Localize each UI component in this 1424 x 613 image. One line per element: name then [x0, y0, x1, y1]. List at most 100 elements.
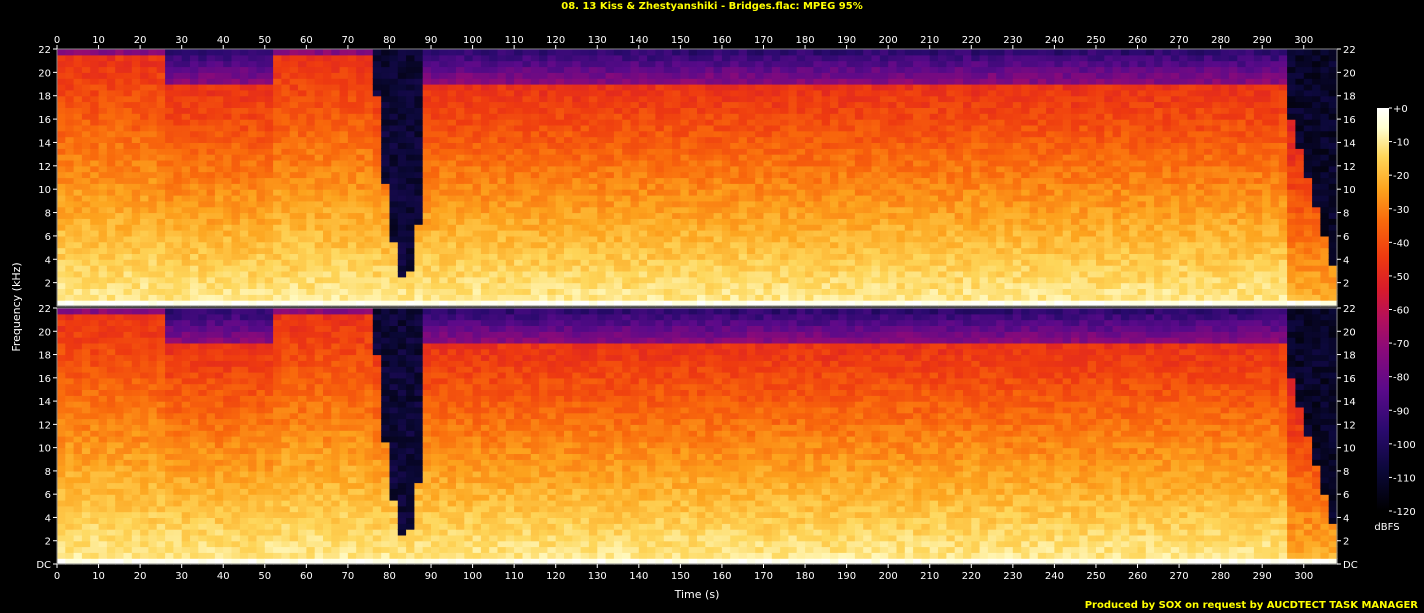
spectrogram-cell: [979, 119, 989, 126]
spectrogram-cell: [580, 165, 590, 173]
spectrogram-cell: [655, 101, 665, 108]
spectrogram-cell: [946, 72, 956, 79]
spectrogram-cell: [871, 276, 881, 284]
spectrogram-cell: [123, 119, 133, 126]
spectrogram-cell: [273, 165, 282, 173]
spectrogram-cell: [954, 177, 964, 184]
spectrogram-cell: [946, 200, 956, 208]
spectrogram-cell: [638, 154, 648, 161]
spectrogram-cell: [106, 224, 116, 231]
spectrogram-cell: [672, 224, 681, 231]
spectrogram-cell: [173, 195, 183, 202]
spectrogram-cell: [422, 60, 432, 68]
spectrogram-cell: [248, 241, 258, 249]
spectrogram-cell: [57, 195, 66, 202]
spectrogram-cell: [721, 189, 731, 196]
spectrogram-cell: [896, 276, 906, 284]
spectrogram-cell: [173, 148, 183, 155]
spectrogram-cell: [190, 300, 199, 307]
spectrogram-cell: [630, 235, 640, 243]
spectrogram-cell: [156, 119, 166, 126]
spectrogram-cell: [73, 282, 83, 289]
spectrogram-cell: [647, 142, 656, 149]
spectrogram-cell: [697, 200, 706, 208]
spectrogram-cell: [81, 294, 91, 301]
spectrogram-cell: [489, 253, 499, 260]
spectrogram-cell: [730, 177, 740, 184]
spectrogram-cell: [73, 183, 83, 190]
spectrogram-cell: [57, 89, 66, 97]
spectrogram-cell: [306, 218, 316, 225]
spectrogram-cell: [846, 72, 856, 79]
spectrogram-cell: [805, 253, 814, 260]
spectrogram-cell: [830, 89, 839, 97]
spectrogram-cell: [946, 288, 956, 295]
spectrogram-cell: [738, 84, 748, 91]
spectrogram-cell: [721, 259, 731, 266]
spectrogram-cell: [879, 119, 889, 126]
spectrogram-cell: [572, 130, 582, 138]
spectrogram-cell: [954, 276, 964, 284]
spectrogram-cell: [680, 72, 690, 79]
spectrogram-cell: [140, 130, 149, 138]
spectrogram-cell: [647, 235, 656, 243]
spectrogram-cell: [746, 171, 756, 179]
spectrogram-cell: [913, 89, 922, 97]
spectrogram-cell: [472, 271, 482, 278]
spectrogram-cell: [672, 119, 681, 126]
spectrogram-cell: [879, 195, 889, 202]
spectrogram-cell: [713, 130, 723, 138]
spectrogram-cell: [57, 95, 66, 103]
spectrogram-cell: [780, 66, 789, 73]
spectrogram-cell: [347, 282, 357, 289]
spectrogram-cell: [672, 276, 681, 284]
spectrogram-cell: [431, 300, 440, 307]
spectrogram-cell: [580, 130, 590, 138]
spectrogram-cell: [555, 66, 565, 73]
spectrogram-cell: [622, 160, 632, 167]
spectrogram-cell: [356, 148, 366, 155]
spectrogram-cell: [198, 183, 208, 190]
spectrogram-cell: [106, 253, 116, 260]
spectrogram-cell: [431, 49, 440, 56]
spectrogram-cell: [356, 218, 366, 225]
spectrogram-cell: [347, 177, 357, 184]
spectrogram-cell: [846, 84, 856, 91]
spectrogram-cell: [846, 165, 856, 173]
spectrogram-cell: [231, 107, 241, 114]
spectrogram-cell: [165, 49, 174, 56]
spectrogram-cell: [663, 66, 673, 73]
spectrogram-cell: [780, 72, 789, 79]
spectrogram-cell: [464, 189, 474, 196]
spectrogram-cell: [397, 89, 407, 97]
spectrogram-cell: [323, 148, 332, 155]
spectrogram-cell: [81, 130, 91, 138]
spectrogram-cell: [447, 160, 457, 167]
spectrogram-cell: [364, 224, 374, 231]
spectrogram-cell: [156, 54, 166, 62]
spectrogram-cell: [871, 95, 881, 103]
spectrogram-cell: [472, 265, 482, 272]
spectrogram-cell: [555, 60, 565, 68]
spectrogram-cell: [630, 148, 640, 155]
spectrogram-cell: [264, 107, 274, 114]
spectrogram-cell: [946, 195, 956, 202]
spectrogram-cell: [389, 60, 399, 68]
spectrogram-cell: [439, 206, 449, 214]
spectrogram-cell: [381, 160, 391, 167]
spectrogram-cell: [381, 224, 391, 231]
spectrogram-cell: [713, 148, 723, 155]
spectrogram-cell: [106, 235, 116, 243]
spectrogram-cell: [372, 148, 382, 155]
spectrogram-cell: [555, 253, 565, 260]
spectrogram-cell: [588, 177, 598, 184]
spectrogram-cell: [323, 253, 332, 260]
spectrogram-cell: [497, 300, 507, 307]
spectrogram-cell: [57, 235, 66, 243]
spectrogram-cell: [248, 282, 258, 289]
spectrogram-cell: [389, 89, 399, 97]
spectrogram-cell: [447, 206, 457, 214]
spectrogram-cell: [65, 84, 75, 91]
spectrogram-cell: [996, 247, 1006, 254]
